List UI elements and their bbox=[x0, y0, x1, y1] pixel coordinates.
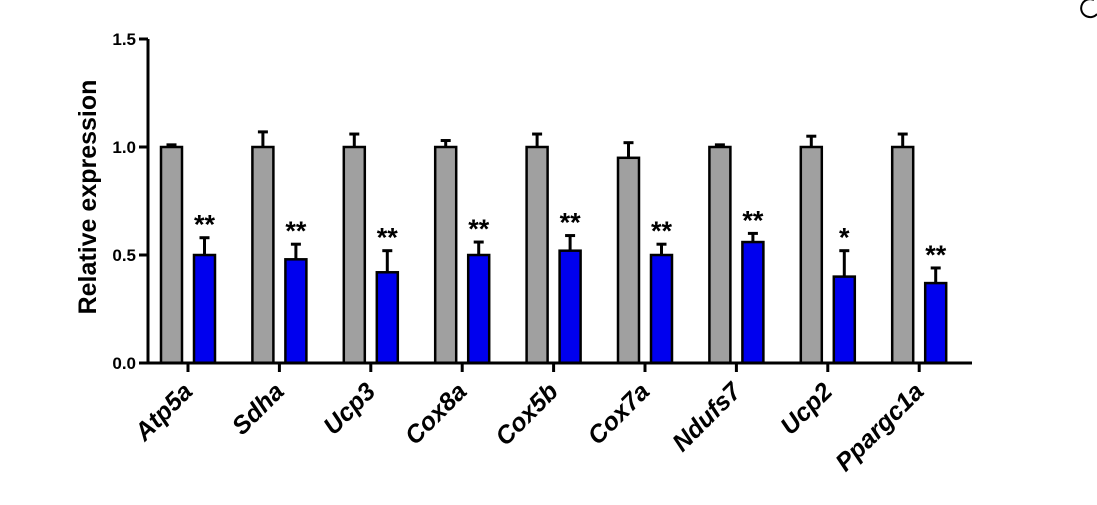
cropped-panel-letter-fragment bbox=[1080, 0, 1097, 19]
error-bars-layer bbox=[166, 130, 941, 284]
bar-ucp3-series-2 bbox=[375, 271, 400, 365]
bar-ucp2-series-2 bbox=[832, 275, 857, 365]
category-labels-layer: Atp5a Sdha Ucp3 Cox8a Cox5b Cox7a Ndufs7 Ucp2Pp… bbox=[129, 377, 930, 477]
bar-cox8a-series-2 bbox=[466, 253, 491, 365]
bar-ucp2-series-1 bbox=[799, 145, 824, 365]
significance-atp5a: ** bbox=[194, 210, 216, 240]
x-tick-label-cox5b: Cox5b bbox=[490, 377, 564, 451]
significance-cox5b: ** bbox=[560, 208, 582, 238]
y-tick-label-0.5: 0.5 bbox=[112, 246, 136, 265]
bar-cox7a-series-2 bbox=[649, 253, 674, 365]
x-tick-label-cox8a: Cox8a bbox=[400, 377, 473, 450]
axes-layer: 0.0 0.5 1.0 1.5 bbox=[112, 30, 972, 373]
x-tick-label-atp5a: Atp5a bbox=[129, 377, 199, 447]
bar-ndufs7-series-2 bbox=[741, 240, 765, 365]
x-tick-label-ucp2: Ucp2 bbox=[775, 377, 838, 440]
x-tick-label-ucp3: Ucp3 bbox=[318, 377, 381, 440]
y-tick-label-1.5: 1.5 bbox=[112, 30, 136, 49]
x-tick-label-cox7a: Cox7a bbox=[582, 377, 655, 450]
bar-cox7a-series-1 bbox=[616, 156, 641, 365]
y-axis-title: Relative expression bbox=[74, 80, 102, 315]
bar-ndufs7-series-1 bbox=[708, 145, 732, 365]
significance-ucp3: ** bbox=[377, 223, 399, 253]
bar-cox5b-series-2 bbox=[558, 249, 582, 365]
significance-ppargc1a: ** bbox=[925, 240, 947, 270]
significance-ucp2: * bbox=[839, 223, 850, 253]
bar-sdha-series-2 bbox=[284, 258, 308, 365]
significance-cox8a: ** bbox=[468, 214, 490, 244]
x-tick-label-ndufs7: Ndufs7 bbox=[667, 377, 747, 457]
bars-layer bbox=[159, 145, 948, 365]
bar-cox5b-series-1 bbox=[525, 145, 549, 365]
significance-layer: ** ** ** ** ** ** ***** bbox=[194, 205, 947, 270]
significance-cox7a: ** bbox=[651, 216, 673, 246]
x-tick-label-ppargc1a: Ppargc1a bbox=[830, 377, 929, 476]
bar-ppargc1a-series-2 bbox=[923, 281, 948, 365]
significance-ndufs7: ** bbox=[742, 205, 764, 235]
bar-atp5a-series-1 bbox=[159, 145, 184, 365]
bar-cox8a-series-1 bbox=[433, 145, 458, 365]
bar-ucp3-series-1 bbox=[342, 145, 367, 365]
bar-sdha-series-1 bbox=[251, 145, 275, 365]
y-tick-label-1.0: 1.0 bbox=[112, 138, 136, 157]
significance-sdha: ** bbox=[285, 216, 307, 246]
y-tick-label-0.0: 0.0 bbox=[112, 354, 136, 373]
x-tick-label-sdha: Sdha bbox=[227, 377, 290, 440]
bar-atp5a-series-2 bbox=[192, 253, 217, 365]
bar-ppargc1a-series-1 bbox=[890, 145, 915, 365]
